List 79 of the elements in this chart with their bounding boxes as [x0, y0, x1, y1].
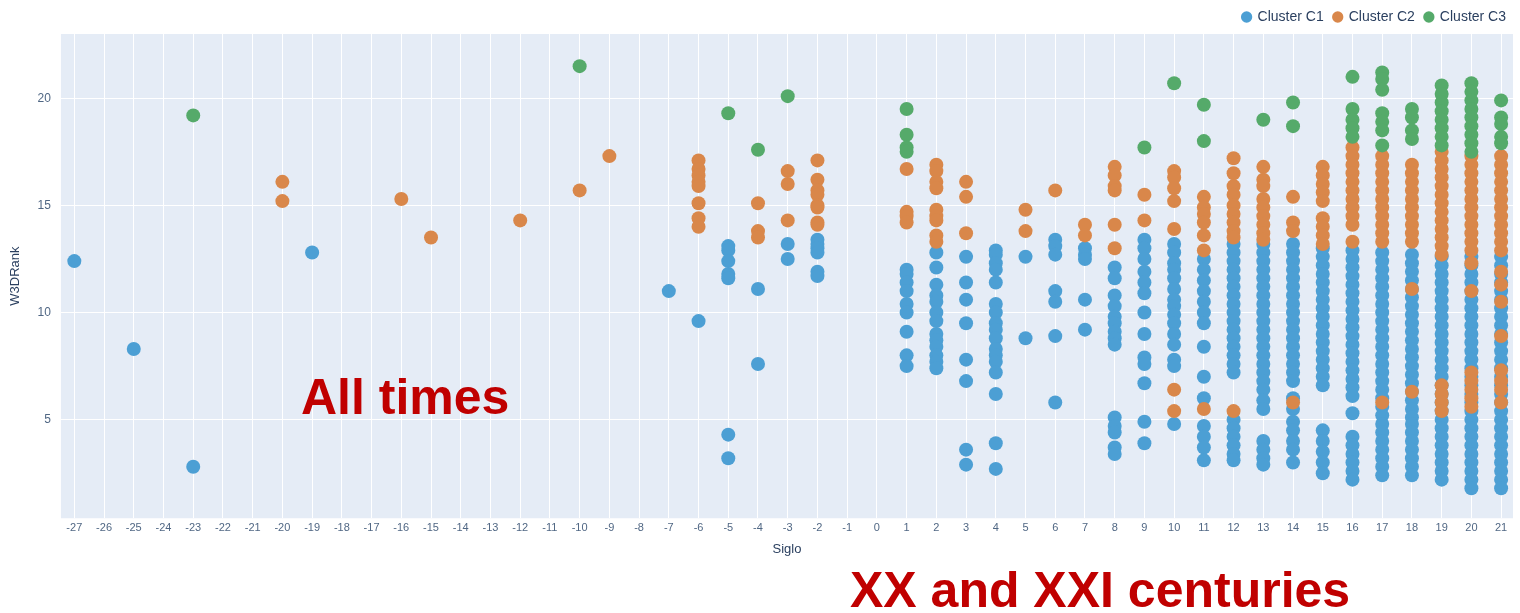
x-tick-label: 17: [1376, 520, 1389, 533]
legend-label: Cluster C2: [1348, 7, 1416, 24]
x-tick-label: 3: [963, 520, 970, 533]
x-tick-label: -1: [842, 520, 853, 533]
point: [1286, 95, 1301, 110]
x-tick-label: 18: [1405, 520, 1419, 533]
x-tick-label: -25: [125, 520, 142, 533]
x-tick-label: 20: [1465, 520, 1478, 533]
point: [1375, 138, 1390, 153]
x-tick-label: -10: [571, 520, 588, 533]
x-tick-label: -4: [753, 520, 763, 533]
point: [1256, 112, 1271, 127]
x-tick-label: 7: [1081, 520, 1089, 533]
x-tick-label: 14: [1286, 520, 1300, 533]
x-tick-label: -21: [244, 520, 261, 533]
x-tick-label: -20: [274, 520, 291, 533]
x-tick-label: -3: [782, 520, 793, 533]
legend-label: Cluster C3: [1439, 7, 1507, 24]
y-tick-label: 15: [37, 197, 52, 212]
y-axis-title: W3DRank: [7, 245, 23, 306]
point: [899, 127, 914, 142]
point: [780, 89, 795, 104]
x-tick-label: -27: [66, 520, 83, 533]
x-tick-label: -26: [96, 520, 112, 533]
x-tick-label: 0: [873, 520, 880, 533]
x-tick-label: -14: [452, 520, 469, 533]
annotation: All times: [300, 369, 510, 425]
point: [1345, 69, 1360, 84]
x-tick-label: -5: [723, 520, 734, 533]
point: [899, 101, 914, 116]
x-tick-label: -18: [333, 520, 350, 533]
y-tick-label: 10: [37, 304, 52, 319]
x-tick-label: -23: [185, 520, 202, 533]
legend-label: Cluster C1: [1257, 7, 1324, 24]
x-tick-label: 21: [1494, 520, 1508, 533]
x-tick-label: 16: [1346, 520, 1359, 533]
point: [1137, 140, 1152, 155]
point: [186, 108, 201, 123]
x-tick-label: -6: [693, 520, 704, 533]
point: [572, 59, 587, 74]
x-tick-label: 1: [903, 520, 910, 533]
y-tick-label: 20: [37, 90, 52, 105]
y-tick-label: 5: [44, 411, 52, 426]
point: [750, 142, 765, 157]
x-tick-label: 8: [1111, 520, 1118, 533]
x-tick-label: 13: [1257, 520, 1270, 533]
point: [1375, 123, 1390, 138]
x-tick-label: 9: [1141, 520, 1148, 533]
x-tick-label: 11: [1198, 520, 1210, 533]
x-tick-label: -19: [304, 520, 321, 533]
x-tick-label: -8: [634, 520, 644, 533]
point: [1375, 82, 1390, 97]
x-tick-label: 4: [992, 520, 999, 533]
x-tick-label: 6: [1052, 520, 1059, 533]
x-tick-label: -24: [155, 520, 172, 533]
x-tick-label: -22: [214, 520, 231, 533]
x-tick-label: 12: [1227, 520, 1240, 533]
x-tick-label: -15: [423, 520, 439, 533]
point: [1196, 134, 1211, 149]
x-tick-label: -2: [812, 520, 823, 533]
x-tick-label: -17: [363, 520, 380, 533]
x-axis-title: Siglo: [772, 540, 802, 556]
x-tick-label: -9: [604, 520, 615, 533]
x-tick-label: 10: [1168, 520, 1181, 533]
point: [1494, 93, 1509, 108]
x-tick-label: -11: [542, 520, 558, 533]
point: [1167, 76, 1182, 91]
x-tick-label: -12: [512, 520, 529, 533]
x-tick-label: 2: [933, 520, 940, 533]
point: [1286, 119, 1301, 134]
point: [721, 106, 736, 121]
point: [1196, 97, 1211, 112]
x-tick-label: 19: [1435, 520, 1448, 533]
x-tick-label: -7: [663, 520, 674, 533]
text: XX and XXI centuries: [850, 562, 1351, 613]
x-tick-label: -13: [482, 520, 499, 533]
x-tick-label: 15: [1316, 520, 1329, 533]
x-tick-label: 5: [1022, 520, 1029, 533]
x-tick-label: -16: [393, 520, 410, 533]
